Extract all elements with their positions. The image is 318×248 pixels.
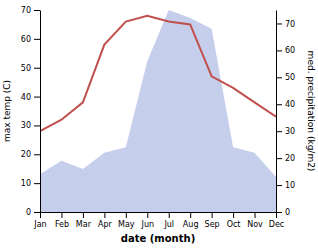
tick-label: May bbox=[118, 220, 135, 229]
tick-label: Dec bbox=[269, 220, 284, 229]
tick: Jul bbox=[163, 212, 174, 229]
tick-mark bbox=[212, 212, 213, 218]
tick: 10 bbox=[276, 181, 295, 190]
tick: Dec bbox=[269, 212, 284, 229]
line bbox=[40, 16, 276, 131]
tick-mark bbox=[61, 212, 62, 218]
tick: 40 bbox=[276, 100, 295, 109]
tick: 30 bbox=[276, 127, 295, 136]
tick: 70 bbox=[276, 20, 295, 29]
tick-label: 70 bbox=[285, 20, 295, 29]
tick-label: 60 bbox=[21, 35, 31, 44]
tick: Jun bbox=[141, 212, 155, 229]
axis-line bbox=[276, 11, 277, 213]
tick-mark bbox=[255, 212, 256, 218]
tick-mark bbox=[276, 131, 282, 132]
tick: Apr bbox=[98, 212, 113, 229]
tick-mark bbox=[34, 183, 40, 184]
area bbox=[40, 10, 276, 212]
tick-mark bbox=[169, 212, 170, 218]
tick: 60 bbox=[276, 46, 295, 55]
tick-mark bbox=[104, 212, 105, 218]
tick-mark bbox=[233, 212, 234, 218]
tick: Mar bbox=[76, 212, 92, 229]
tick-label: 20 bbox=[285, 154, 295, 163]
tick: 50 bbox=[21, 64, 40, 73]
tick-mark bbox=[34, 154, 40, 155]
tick-label: Aug bbox=[183, 220, 199, 229]
tick-label: Jun bbox=[141, 220, 155, 229]
tick-label: 50 bbox=[285, 73, 295, 82]
tick: 20 bbox=[276, 154, 295, 163]
tick-mark bbox=[34, 97, 40, 98]
y-axis: 0 10 20 30 40 50 60 70 bbox=[21, 6, 41, 217]
tick: May bbox=[118, 212, 135, 229]
tick: Oct bbox=[227, 212, 241, 229]
tick-label: Apr bbox=[98, 220, 113, 229]
tick-mark bbox=[276, 212, 282, 213]
tick: 40 bbox=[21, 93, 40, 102]
y2-axis-title: med. precipitation (kg/m2) bbox=[306, 51, 316, 172]
tick-label: 0 bbox=[285, 208, 290, 217]
tick-label: Jul bbox=[163, 220, 174, 229]
tick: 20 bbox=[21, 150, 40, 159]
tick: 0 bbox=[26, 208, 40, 217]
tick: Sep bbox=[205, 212, 220, 229]
tick-mark bbox=[40, 212, 41, 218]
tick-label: Jan bbox=[33, 220, 46, 229]
marks bbox=[40, 10, 276, 212]
tick: 60 bbox=[21, 35, 40, 44]
tick-label: 50 bbox=[21, 64, 31, 73]
x-axis-title: date (month) bbox=[121, 233, 195, 244]
tick-label: 30 bbox=[285, 127, 295, 136]
tick-mark bbox=[147, 212, 148, 218]
tick-label: 0 bbox=[26, 208, 31, 217]
tick: 0 bbox=[276, 208, 290, 217]
tick-mark bbox=[34, 68, 40, 69]
tick-mark bbox=[276, 23, 282, 24]
tick-mark bbox=[83, 212, 84, 218]
axis-line bbox=[41, 212, 277, 213]
tick-mark bbox=[190, 212, 191, 218]
tick-label: 60 bbox=[285, 46, 295, 55]
tick: 10 bbox=[21, 179, 40, 188]
tick-label: Sep bbox=[205, 220, 220, 229]
tick-label: Mar bbox=[76, 220, 92, 229]
tick-mark bbox=[276, 158, 282, 159]
tick-label: Nov bbox=[247, 220, 263, 229]
tick-label: Oct bbox=[227, 220, 241, 229]
axis-line bbox=[40, 11, 41, 213]
tick-label: 20 bbox=[21, 150, 31, 159]
tick: 70 bbox=[21, 6, 40, 15]
tick: Feb bbox=[55, 212, 69, 229]
tick-mark bbox=[276, 185, 282, 186]
tick-label: Feb bbox=[55, 220, 69, 229]
y2-axis: 0 10 20 30 40 50 60 70 bbox=[276, 11, 295, 218]
tick-label: 70 bbox=[21, 6, 31, 15]
tick-mark bbox=[276, 50, 282, 51]
plot-area: JanFebMarAprMayJunJulAugSepOctNovDec0102… bbox=[21, 6, 295, 229]
y-axis-title: max temp (C) bbox=[2, 80, 12, 142]
tick: Aug bbox=[183, 212, 199, 229]
tick-label: 40 bbox=[285, 100, 295, 109]
tick: 30 bbox=[21, 121, 40, 130]
tick-mark bbox=[276, 104, 282, 105]
tick: Jan bbox=[33, 212, 46, 229]
tick-label: 30 bbox=[21, 121, 31, 130]
tick-mark bbox=[126, 212, 127, 218]
tick-mark bbox=[34, 125, 40, 126]
tick-mark bbox=[276, 77, 282, 78]
tick-mark bbox=[34, 10, 40, 11]
tick-label: 40 bbox=[21, 93, 31, 102]
tick: 50 bbox=[276, 73, 295, 82]
tick-label: 10 bbox=[285, 181, 295, 190]
x-axis: Jan Feb Mar Apr May Jun Jul Aug Sep Oct Nov Dec bbox=[33, 212, 284, 229]
tick: Nov bbox=[247, 212, 263, 229]
tick-label: 10 bbox=[21, 179, 31, 188]
chart: JanFebMarAprMayJunJulAugSepOctNovDec0102… bbox=[0, 0, 318, 248]
tick-mark bbox=[34, 39, 40, 40]
tick-mark bbox=[34, 212, 40, 213]
